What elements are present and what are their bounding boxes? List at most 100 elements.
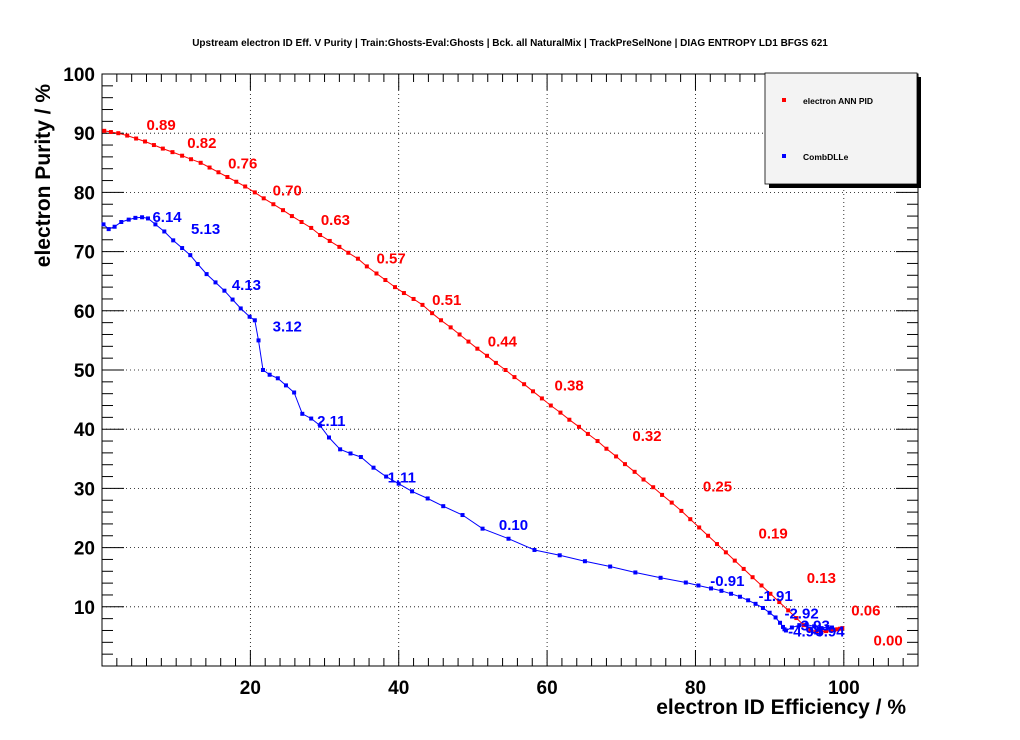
data-point bbox=[230, 297, 235, 302]
data-point bbox=[153, 222, 158, 227]
y-tick-label: 40 bbox=[74, 420, 95, 441]
data-point bbox=[261, 196, 266, 201]
data-point bbox=[697, 525, 702, 530]
point-annotation: 0.38 bbox=[555, 378, 584, 395]
y-tick-label: 90 bbox=[74, 124, 95, 145]
data-point bbox=[783, 628, 788, 633]
legend-box bbox=[764, 72, 918, 185]
y-tick-label: 100 bbox=[63, 65, 95, 86]
data-point bbox=[318, 233, 323, 238]
data-point bbox=[838, 626, 843, 631]
data-point bbox=[180, 153, 185, 158]
point-annotation: -0.91 bbox=[710, 573, 744, 590]
data-point bbox=[358, 455, 363, 460]
data-point bbox=[753, 601, 758, 606]
data-point bbox=[688, 517, 693, 522]
legend-label-ann: electron ANN PID bbox=[803, 96, 873, 106]
point-annotation: 0.70 bbox=[273, 182, 302, 199]
data-point bbox=[773, 615, 778, 620]
data-point bbox=[480, 526, 485, 531]
data-point bbox=[143, 139, 148, 144]
data-point bbox=[522, 382, 527, 387]
legend-marker-ann bbox=[782, 98, 786, 102]
data-point bbox=[396, 481, 401, 486]
data-point bbox=[430, 311, 435, 316]
data-point bbox=[180, 246, 185, 251]
data-point bbox=[760, 605, 765, 610]
data-point bbox=[326, 435, 331, 440]
data-point bbox=[374, 271, 379, 276]
data-point bbox=[746, 598, 751, 603]
data-point bbox=[475, 346, 480, 351]
data-point bbox=[346, 250, 351, 255]
data-point bbox=[819, 626, 824, 631]
data-point bbox=[794, 616, 799, 621]
y-tick-label: 50 bbox=[74, 361, 95, 382]
data-point bbox=[808, 627, 813, 632]
data-point bbox=[234, 179, 239, 184]
point-annotation: 0.10 bbox=[499, 517, 528, 534]
data-point bbox=[309, 416, 314, 421]
data-point bbox=[439, 318, 444, 323]
data-point bbox=[116, 131, 121, 136]
data-point bbox=[207, 165, 212, 170]
legend-marker-dll bbox=[782, 154, 786, 158]
data-point bbox=[189, 157, 194, 162]
data-point bbox=[789, 625, 794, 630]
data-point bbox=[133, 215, 138, 220]
point-annotation: 0.25 bbox=[703, 478, 732, 495]
legend: electron ANN PID CombDLLe bbox=[764, 72, 921, 188]
point-annotation: -5.94 bbox=[810, 623, 845, 640]
data-point bbox=[759, 583, 764, 588]
data-point bbox=[824, 629, 829, 634]
data-point bbox=[216, 170, 221, 175]
point-annotation: 1.11 bbox=[388, 469, 416, 486]
series-line bbox=[104, 130, 843, 633]
data-point bbox=[225, 175, 230, 180]
data-point bbox=[213, 280, 218, 285]
point-annotation: 0.32 bbox=[632, 428, 661, 445]
data-point bbox=[401, 291, 406, 296]
data-point bbox=[835, 627, 840, 632]
point-annotation: 0.06 bbox=[851, 603, 880, 620]
y-axis-label: electron Purity / % bbox=[32, 84, 55, 268]
data-point bbox=[679, 508, 684, 513]
point-annotation: -2.92 bbox=[784, 606, 818, 623]
data-point bbox=[804, 622, 809, 627]
data-point bbox=[126, 217, 131, 222]
data-point bbox=[102, 128, 107, 133]
data-point bbox=[723, 550, 728, 555]
x-tick-label: 20 bbox=[240, 678, 261, 699]
data-point bbox=[658, 575, 663, 580]
data-point bbox=[512, 375, 517, 380]
point-annotation: -4.94 bbox=[788, 623, 823, 640]
data-point bbox=[604, 446, 609, 451]
data-point bbox=[460, 513, 465, 518]
chart-title: Upstream electron ID Eff. V Purity | Tra… bbox=[192, 38, 828, 49]
data-point bbox=[355, 256, 360, 261]
data-point bbox=[145, 216, 150, 221]
data-point bbox=[632, 469, 637, 474]
data-point bbox=[383, 278, 388, 283]
x-tick-label: 40 bbox=[388, 678, 409, 699]
data-point bbox=[140, 215, 145, 220]
data-point bbox=[493, 360, 498, 365]
legend-label-dll: CombDLLe bbox=[803, 152, 849, 162]
series: 0.89 0.82 0.76 0.70 0.63 0.57 0.51 0.44 0.38 0.32… bbox=[101, 117, 903, 649]
data-point bbox=[719, 588, 724, 593]
data-point bbox=[281, 208, 286, 213]
point-annotation: 2.11 bbox=[317, 413, 345, 430]
data-point bbox=[576, 424, 581, 429]
data-point bbox=[204, 272, 209, 277]
point-annotation: 5.13 bbox=[191, 221, 220, 238]
data-point bbox=[696, 583, 701, 588]
x-tick-label: 60 bbox=[537, 678, 558, 699]
point-annotation: 4.13 bbox=[232, 277, 261, 294]
data-point bbox=[160, 146, 165, 151]
data-point bbox=[812, 624, 817, 629]
data-point bbox=[151, 143, 156, 148]
data-point bbox=[170, 150, 175, 155]
data-point bbox=[238, 306, 243, 311]
data-point bbox=[825, 624, 830, 629]
